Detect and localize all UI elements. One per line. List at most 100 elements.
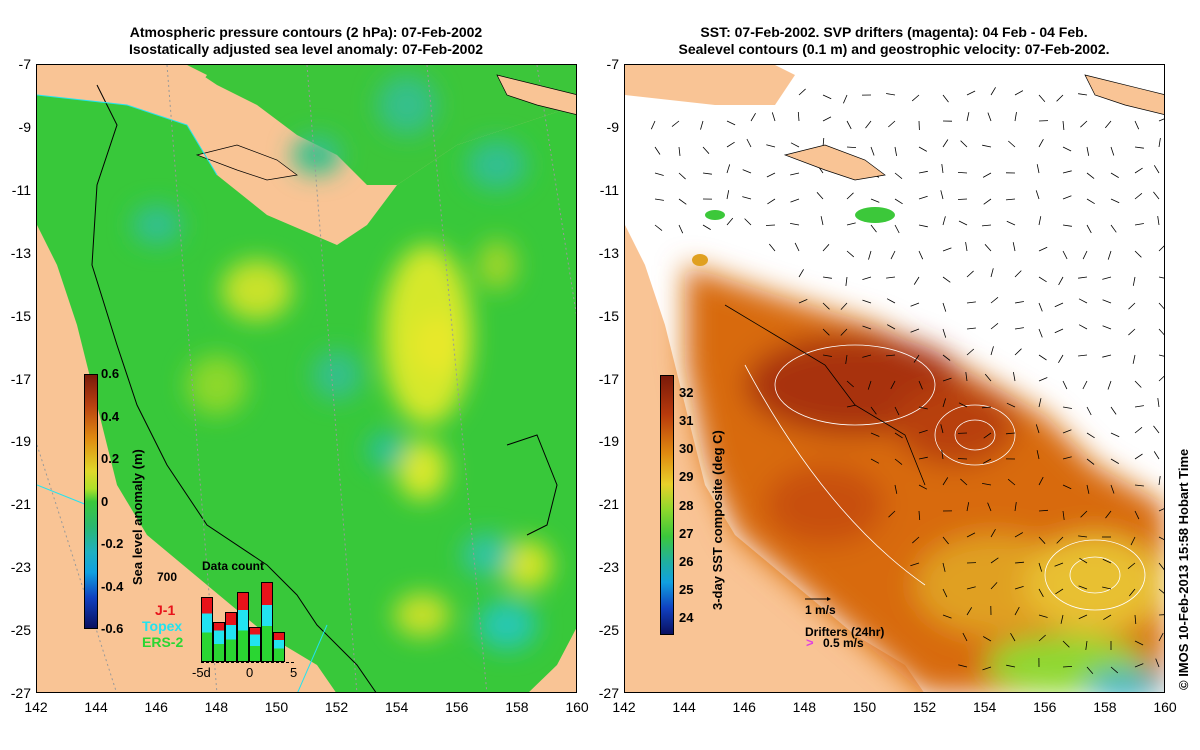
velocity-arrow: [942, 377, 952, 382]
sea-level-colorbar-label: Sea level anomaly (m): [130, 449, 145, 585]
velocity-arrow: [1086, 224, 1092, 234]
velocity-arrow: [1082, 250, 1088, 260]
velocity-arrow: [1078, 93, 1088, 96]
velocity-arrow: [941, 164, 944, 174]
velocity-arrow: [890, 380, 896, 390]
sea-area: [37, 95, 576, 692]
right-x-tick: 160: [1153, 699, 1177, 715]
right-colorbar-tick: 29: [679, 469, 694, 485]
velocity-arrow: [942, 216, 946, 226]
velocity-arrow: [1012, 242, 1016, 252]
velocity-arrow: [966, 586, 976, 590]
velocity-arrow: [886, 276, 896, 279]
velocity-arrow: [702, 146, 710, 154]
velocity-arrow: [820, 216, 824, 226]
velocity-arrow: [1078, 324, 1088, 330]
velocity-arrow: [1134, 223, 1144, 226]
velocity-arrow: [1134, 426, 1143, 434]
velocity-arrow: [1110, 484, 1115, 494]
velocity-arrow: [790, 223, 800, 226]
right-y-tick: -11: [599, 181, 619, 198]
velocity-arrow: [940, 424, 944, 434]
right-y-tick: -21: [598, 496, 619, 513]
left-x-tick: 158: [505, 699, 529, 715]
velocity-arrow: [942, 536, 949, 545]
velocity-arrow: [987, 502, 992, 512]
velocity-arrow: [845, 354, 848, 364]
velocity-arrow: [962, 632, 968, 642]
velocity-arrow: [678, 224, 684, 234]
right-map-panel: 3-day SST composite (deg C) 1 m/s Drifte…: [624, 64, 1165, 693]
velocity-arrow: [766, 172, 776, 178]
velocity-arrow: [1056, 536, 1064, 544]
velocity-arrow: [965, 242, 968, 252]
velocity-arrow: [1086, 432, 1095, 439]
velocity-arrow: [942, 328, 947, 338]
velocity-arrow: [726, 190, 730, 200]
velocity-arrow: [1104, 120, 1112, 129]
velocity-arrow: [918, 170, 928, 174]
velocity-arrow: [870, 198, 880, 203]
velocity-arrow: [910, 562, 920, 567]
histogram-bar: [201, 597, 213, 662]
velocity-arrow: [942, 247, 952, 252]
velocity-arrow: [1006, 664, 1016, 668]
velocity-arrow: [846, 250, 855, 258]
velocity-arrow: [790, 172, 800, 176]
left-x-tick: 150: [264, 699, 289, 715]
right-colorbar-tick: 31: [679, 413, 694, 429]
velocity-arrow: [1054, 302, 1064, 308]
velocity-arrow: [942, 354, 951, 361]
histogram-bar: [213, 622, 225, 662]
velocity-arrow: [966, 502, 970, 512]
velocity-arrow: [1157, 398, 1160, 408]
velocity-arrow: [918, 146, 927, 152]
velocity-arrow: [870, 224, 877, 233]
velocity-arrow: [1006, 402, 1016, 408]
velocity-arrow: [1014, 90, 1024, 96]
velocity-arrow: [990, 582, 998, 590]
velocity-arrow: [910, 302, 920, 307]
velocity-arrow: [794, 242, 800, 252]
velocity-arrow: [678, 146, 681, 156]
velocity-arrow: [1060, 614, 1064, 624]
velocity-arrow: [862, 354, 872, 358]
velocity-arrow: [1062, 195, 1072, 200]
velocity-arrow: [1038, 139, 1044, 148]
left-colorbar-tick: -0.2: [101, 536, 124, 551]
sst-colorbar: [660, 375, 674, 635]
velocity-arrow: [942, 94, 949, 103]
histogram-bar: [237, 592, 249, 662]
velocity-arrow: [1038, 562, 1043, 572]
velocity-arrow: [870, 458, 880, 464]
velocity-arrow: [983, 636, 992, 642]
sst-map: [625, 65, 1164, 692]
velocity-arrow: [846, 404, 856, 408]
sea-level-colorbar: [84, 374, 98, 629]
velocity-arrow: [1014, 270, 1022, 278]
velocity-arrow: [942, 477, 949, 486]
velocity-arrow: [1134, 192, 1143, 200]
velocity-arrow: [1157, 216, 1160, 226]
right-y-tick: -7: [606, 56, 619, 72]
velocity-arrow: [1128, 328, 1136, 336]
velocity-arrow: [1062, 640, 1070, 648]
drifters-label: Drifters (24hr): [805, 625, 885, 639]
velocity-arrow: [846, 380, 854, 388]
right-colorbar-tick: 27: [679, 525, 694, 541]
sea-level-anomaly-map: [37, 65, 576, 692]
velocity-arrow: [1105, 510, 1112, 519]
velocity-arrow: [1038, 302, 1043, 312]
velocity-arrow: [1014, 586, 1024, 590]
velocity-arrow: [1086, 146, 1090, 156]
velocity-arrow: [987, 112, 992, 122]
velocity-arrow: [862, 276, 872, 280]
velocity-arrow: [990, 322, 999, 330]
velocity-arrow: [1134, 250, 1142, 258]
velocity-arrow: [1110, 458, 1120, 464]
velocity-arrow: [1130, 536, 1136, 546]
velocity-arrow: [1054, 328, 1064, 334]
right-colorbar-tick: 24: [679, 610, 694, 625]
hist-tick-5: 5: [290, 665, 298, 680]
velocity-arrow: [1078, 354, 1088, 357]
